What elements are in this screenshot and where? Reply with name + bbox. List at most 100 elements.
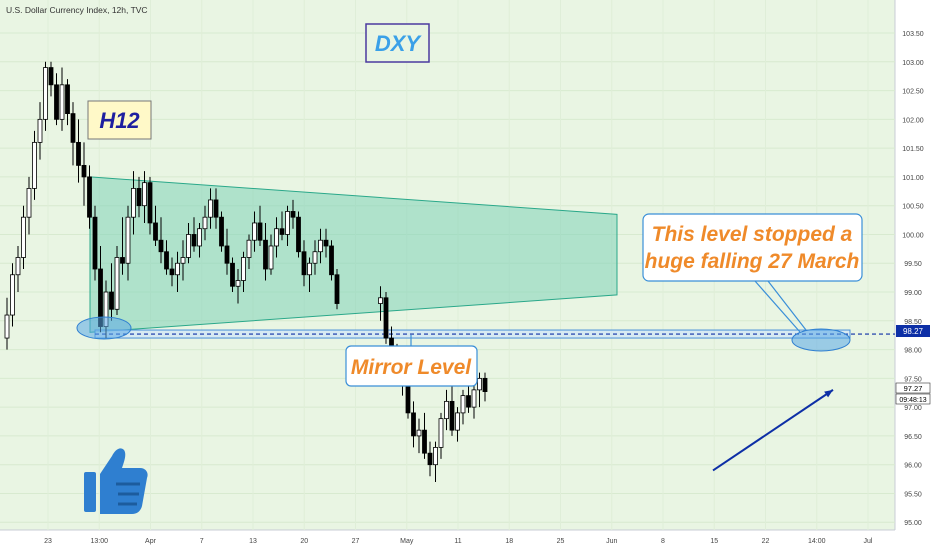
candle-bull — [246, 239, 252, 258]
price-tick-label: 101.00 — [902, 175, 924, 182]
candle-bear — [257, 222, 263, 241]
time-tick-label: 8 — [661, 538, 665, 545]
price-axis-labels: 95.00 95.50 96.00 96.50 97.00 97.50 98.00 98.50… — [902, 31, 924, 527]
price-tick-label: 101.50 — [902, 146, 924, 153]
candle-bear — [169, 268, 175, 276]
candle-bull — [59, 84, 65, 120]
time-tick-label: 25 — [557, 538, 565, 545]
candlesticks — [4, 61, 488, 482]
level-price-tag: 98.27 — [896, 325, 930, 337]
price-tick-label: 99.50 — [904, 261, 922, 268]
candle-bull — [131, 188, 136, 218]
time-tick-label: Apr — [145, 538, 157, 545]
price-tick-label: 100.50 — [902, 204, 924, 211]
h12-badge: H12 — [99, 108, 140, 133]
time-axis-labels: 23 13:00 Apr 7 13 20 27 May 11 18 25 Jun 8 15 22 14:00 J… — [44, 538, 873, 545]
price-tick-label: 102.00 — [902, 117, 924, 124]
candle-bull — [180, 257, 186, 264]
svg-text:98.27: 98.27 — [903, 327, 924, 336]
candle-bull — [471, 389, 477, 408]
candle-bear — [449, 400, 455, 431]
rising-arrow — [712, 389, 834, 472]
candle-bull — [268, 245, 274, 270]
candle-bear — [466, 395, 471, 408]
time-tick-label: Jun — [606, 538, 617, 545]
candle-bull — [114, 257, 120, 310]
candle-bull — [142, 182, 147, 207]
candle-bull — [32, 141, 37, 189]
arrow-shaft — [712, 389, 834, 472]
candle-bull — [235, 280, 241, 287]
candle-bear — [323, 239, 329, 247]
candle-bull — [125, 216, 131, 264]
candle-bull — [252, 222, 257, 241]
candle-bear — [120, 257, 125, 264]
candle-bear — [219, 216, 224, 247]
price-tick-label: 103.00 — [902, 60, 924, 67]
time-tick-label: 23 — [44, 538, 52, 545]
candle-bear — [191, 234, 197, 247]
candle-bear — [224, 245, 230, 264]
svg-text:09:48:13: 09:48:13 — [899, 397, 926, 404]
price-tick-label: 100.00 — [902, 232, 924, 239]
price-tick-label: 98.50 — [904, 319, 922, 326]
price-tick-label: 97.50 — [904, 376, 922, 383]
candle-bear — [411, 412, 416, 437]
candle-bear — [213, 199, 219, 218]
candle-bear — [92, 216, 98, 270]
time-tick-label: 7 — [200, 538, 204, 545]
candle-bull — [274, 228, 279, 247]
dxy-badge-box — [365, 23, 430, 63]
candle-bull — [4, 314, 10, 339]
time-tick-label: 22 — [762, 538, 770, 545]
price-tick-label: 98.00 — [904, 348, 922, 355]
dxy-badge: DXY — [375, 31, 423, 56]
right-touch-ellipse — [791, 328, 851, 352]
price-tick-label: 95.00 — [904, 520, 922, 527]
candle-bull — [241, 257, 246, 281]
time-tick-label: 27 — [352, 538, 360, 545]
candle-bull — [202, 216, 208, 230]
candle-bear — [136, 188, 142, 207]
candle-bull — [175, 262, 180, 276]
candle-bull — [10, 274, 15, 316]
candle-bear — [405, 383, 411, 414]
price-tick-label: 102.50 — [902, 89, 924, 96]
candle-bear — [383, 297, 389, 339]
candle-bull — [285, 211, 290, 235]
candle-bull — [21, 216, 26, 258]
price-axis-panel — [895, 0, 932, 550]
candle-bear — [70, 113, 76, 143]
candle-bear — [76, 141, 81, 166]
candle-bear — [422, 429, 427, 454]
candle-bear — [164, 251, 169, 270]
time-tick-label: 18 — [505, 538, 513, 545]
price-tick-label: 99.00 — [904, 290, 922, 297]
left-touch-ellipse — [76, 316, 132, 340]
callout-text-line1: This level stopped a — [652, 223, 853, 246]
candle-bear — [48, 67, 54, 86]
countdown-tag: 09:48:13 — [895, 393, 931, 405]
candle-bull — [416, 429, 422, 437]
candle-bull — [378, 297, 383, 304]
callout-box — [642, 213, 863, 282]
candle-bull — [438, 418, 444, 448]
candle-bull — [460, 395, 466, 414]
candle-bear — [296, 216, 301, 253]
price-tick-label: 96.50 — [904, 434, 922, 441]
candle-bull — [318, 239, 323, 253]
time-tick-label: 14:00 — [808, 538, 826, 545]
time-tick-label: 13:00 — [90, 538, 108, 545]
candle-bear — [87, 176, 92, 218]
callout-pointer-b — [767, 280, 807, 331]
arrow-head — [824, 389, 833, 398]
candle-bear — [334, 274, 340, 304]
candle-bull — [15, 257, 21, 276]
time-tick-label: May — [400, 538, 414, 545]
candle-bear — [81, 164, 87, 178]
candle-bull — [433, 447, 438, 466]
time-tick-label: Jul — [864, 538, 873, 545]
price-tick-label: 97.00 — [904, 405, 922, 412]
